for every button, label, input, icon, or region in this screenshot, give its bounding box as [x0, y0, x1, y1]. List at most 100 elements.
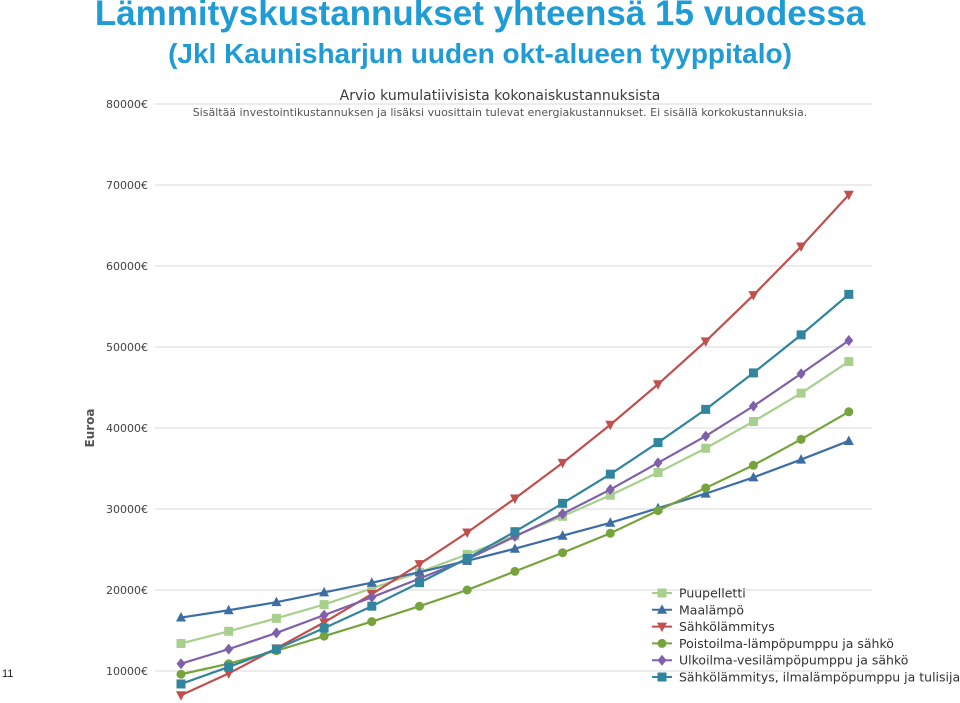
data-point-marker	[367, 591, 377, 603]
legend-swatch-marker	[657, 638, 667, 648]
data-point-marker	[796, 434, 806, 444]
slide-title: Lämmityskustannukset yhteensä 15 vuodess…	[94, 0, 866, 33]
data-point-marker	[319, 623, 329, 633]
series-group	[176, 190, 854, 701]
data-point-marker	[700, 337, 711, 347]
data-point-marker	[176, 691, 186, 701]
data-point-marker	[367, 583, 377, 593]
data-point-marker	[462, 585, 472, 595]
data-point-marker	[748, 400, 758, 412]
data-point-marker	[558, 508, 568, 520]
data-point-marker	[319, 618, 330, 628]
data-point-marker	[509, 543, 520, 553]
data-point-marker	[462, 553, 472, 563]
data-point-marker	[414, 566, 425, 577]
data-point-marker	[653, 380, 663, 390]
legend-item: Sähkölämmitys, ilmalämpöpumppu ja tulisi…	[652, 670, 960, 685]
data-point-marker	[844, 407, 854, 417]
data-point-marker	[605, 517, 616, 527]
data-point-marker	[224, 643, 234, 655]
data-point-marker	[796, 330, 806, 340]
data-point-marker	[319, 631, 329, 641]
legend-swatch-marker	[657, 588, 667, 598]
legend-item: Maalämpö	[652, 602, 744, 617]
data-point-marker	[319, 609, 329, 621]
series-4	[176, 407, 854, 679]
y-axis-ticks: 10000€ 20000€ 30000€ 40000€ 50000€ 60000€ 7000…	[106, 98, 148, 678]
data-point-marker	[748, 417, 758, 427]
data-point-marker	[653, 468, 663, 478]
data-point-marker	[605, 484, 615, 496]
data-point-marker	[796, 368, 806, 380]
data-point-marker	[701, 404, 711, 414]
data-point-marker	[701, 430, 711, 442]
legend-item: Puupelletti	[652, 586, 746, 601]
data-point-marker	[605, 528, 615, 538]
data-point-marker	[748, 471, 759, 482]
data-point-marker	[796, 242, 807, 253]
legend-label: Sähkölämmitys	[679, 619, 775, 634]
series-6	[176, 289, 854, 689]
data-point-marker	[557, 458, 568, 469]
data-point-marker	[224, 662, 234, 672]
data-point-marker	[176, 669, 186, 679]
data-point-marker	[510, 527, 520, 537]
legend-label: Puupelletti	[679, 586, 746, 601]
data-point-marker	[701, 483, 711, 493]
y-tick-label: 20000€	[106, 584, 148, 597]
data-point-marker	[176, 679, 186, 689]
y-tick-label: 50000€	[106, 341, 148, 354]
y-tick-label: 60000€	[106, 260, 148, 273]
data-point-marker	[367, 601, 377, 611]
slide-subtitle: (Jkl Kaunisharjun uuden okt-alueen tyypp…	[168, 38, 792, 69]
data-point-marker	[415, 601, 424, 611]
data-point-marker	[605, 420, 616, 431]
y-tick-label: 10000€	[106, 665, 148, 678]
data-point-marker	[844, 357, 854, 367]
data-point-marker	[796, 454, 807, 464]
data-point-marker	[223, 669, 234, 679]
data-point-marker	[558, 548, 568, 558]
series-line	[180, 410, 850, 676]
legend-swatch-marker	[657, 604, 667, 614]
data-point-marker	[366, 577, 377, 587]
data-point-marker	[319, 600, 329, 610]
data-point-marker	[462, 528, 473, 538]
gridlines	[155, 103, 872, 672]
data-point-marker	[319, 586, 330, 597]
data-point-marker	[176, 638, 186, 648]
y-tick-label: 70000€	[106, 179, 148, 192]
legend-swatch-marker	[657, 622, 667, 633]
data-point-marker	[843, 435, 854, 445]
data-point-marker	[271, 627, 281, 639]
legend-swatch-marker	[657, 654, 667, 666]
legend-label: Ulkoilma-vesilämpöpumppu ja sähkö	[679, 653, 908, 668]
data-point-marker	[748, 368, 758, 378]
data-point-marker	[271, 613, 281, 623]
legend-swatch-marker	[657, 672, 667, 682]
data-point-marker	[748, 460, 758, 470]
data-point-marker	[415, 578, 424, 588]
legend-label: Sähkölämmitys, ilmalämpöpumppu ja tulisi…	[679, 670, 960, 685]
legend-label: Maalämpö	[679, 602, 744, 617]
data-point-marker	[748, 291, 759, 301]
data-point-marker	[605, 490, 615, 500]
legend-item: Ulkoilma-vesilämpöpumppu ja sähkö	[652, 653, 908, 668]
data-point-marker	[367, 617, 377, 627]
data-point-marker	[844, 289, 854, 299]
data-point-marker	[844, 335, 854, 347]
series-2	[176, 435, 854, 622]
data-point-marker	[653, 506, 663, 516]
data-point-marker	[796, 388, 806, 398]
data-point-marker	[843, 190, 854, 201]
data-point-marker	[701, 443, 711, 453]
data-point-marker	[414, 560, 425, 570]
data-point-marker	[558, 498, 568, 508]
data-point-marker	[176, 658, 186, 670]
y-tick-label: 30000€	[106, 503, 148, 516]
data-point-marker	[509, 494, 520, 504]
data-point-marker	[700, 488, 711, 498]
data-point-marker	[653, 457, 663, 469]
